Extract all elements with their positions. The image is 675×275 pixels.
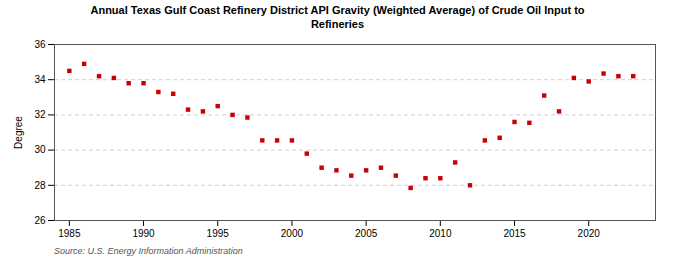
svg-text:1995: 1995 (207, 227, 230, 238)
svg-text:32: 32 (34, 109, 46, 120)
svg-text:2010: 2010 (429, 227, 452, 238)
svg-text:1990: 1990 (132, 227, 155, 238)
svg-text:26: 26 (34, 214, 46, 225)
html-text:Annual Texas Gulf Coast Refine: Annual Texas Gulf Coast Refinery Distric… (90, 4, 585, 30)
svg-text:30: 30 (34, 144, 46, 155)
svg-text:2015: 2015 (503, 227, 526, 238)
svg-text:2000: 2000 (281, 227, 304, 238)
svg-text:2020: 2020 (578, 227, 601, 238)
svg-text:2005: 2005 (355, 227, 378, 238)
svg-text:34: 34 (34, 73, 46, 84)
html-text:Source: U.S. Energy Informatio: Source: U.S. Energy Information Administ… (54, 245, 243, 256)
svg-text:Degree: Degree (13, 115, 24, 148)
svg-text:1985: 1985 (58, 227, 81, 238)
svg-text:36: 36 (34, 38, 46, 49)
svg-text:28: 28 (34, 179, 46, 190)
